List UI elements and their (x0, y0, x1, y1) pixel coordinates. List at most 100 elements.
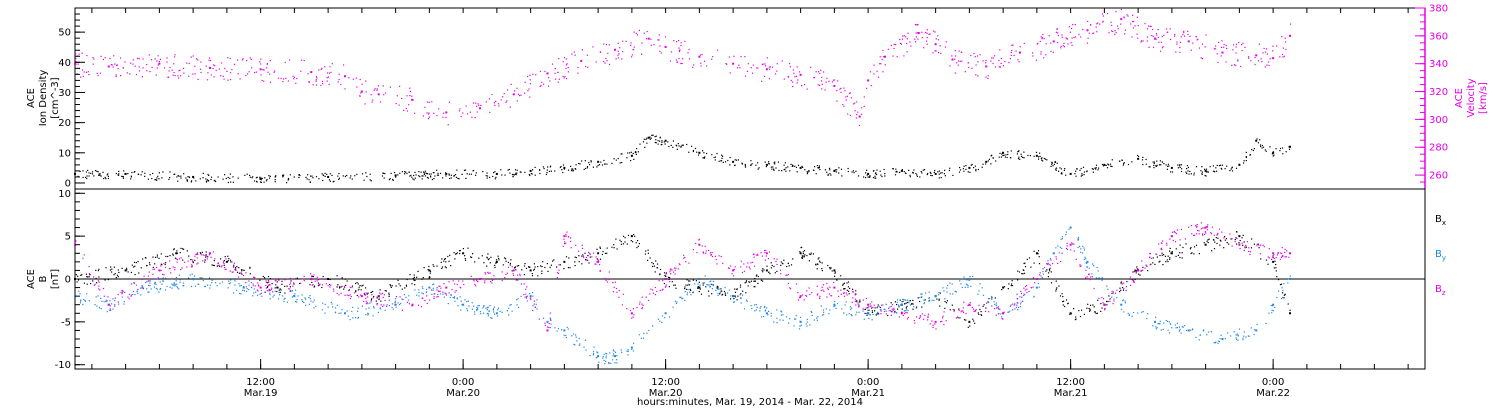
bx-dot (489, 262, 491, 264)
bx-dot (483, 262, 485, 264)
bz-dot (184, 261, 186, 263)
by-dot (605, 355, 607, 357)
bx-dot (299, 282, 301, 285)
by-dot (294, 293, 296, 295)
density-dot (931, 175, 933, 177)
bz-dot (157, 277, 159, 279)
by-dot (843, 312, 845, 314)
velocity-dot (220, 75, 222, 77)
bx-dot (1038, 256, 1040, 258)
density-dot (202, 172, 204, 174)
bz-dot (652, 289, 654, 291)
bz-dot (973, 310, 975, 312)
bx-dot (1250, 247, 1253, 249)
velocity-dot (587, 66, 589, 68)
velocity-dot (155, 74, 157, 76)
by-point (462, 303, 465, 306)
bx-dot (455, 253, 457, 255)
density-dot (256, 181, 258, 183)
velocity-dot (1148, 46, 1150, 48)
bx-dot (1136, 266, 1138, 268)
bz-dot (525, 288, 527, 290)
bz-dot (985, 302, 988, 304)
bz-dot (958, 309, 960, 311)
density-dot (253, 180, 256, 182)
bz-dot (231, 271, 233, 273)
by-dot (925, 292, 927, 294)
bz-dot (816, 285, 818, 287)
bz-dot (1211, 226, 1213, 228)
density-dot (338, 178, 340, 180)
velocity-dot (906, 51, 908, 53)
bz-dot (190, 266, 192, 268)
by-dot (123, 301, 125, 303)
bz-dot (1206, 229, 1208, 231)
by-dot (198, 283, 200, 285)
density-label-line3: [cm^-3] (50, 77, 61, 118)
by-dot (739, 294, 741, 296)
bx-dot (565, 256, 568, 258)
bx-dot (1087, 303, 1089, 305)
density-dot (381, 175, 384, 177)
bx-dot (414, 284, 416, 286)
bx-dot (766, 265, 768, 267)
density-dot (990, 163, 992, 165)
density-dot (1050, 165, 1052, 167)
bz-dot (650, 288, 652, 290)
bz-dot (511, 266, 513, 268)
by-point (1272, 303, 1275, 306)
bx-dot (1120, 281, 1123, 283)
by-dot (810, 310, 812, 313)
bz-dot (506, 272, 508, 274)
bx-dot (502, 264, 504, 266)
by-dot (414, 289, 416, 291)
bz-dot (1284, 248, 1286, 250)
velocity-dot (209, 57, 211, 59)
velocity-dot (750, 67, 752, 69)
density-dot (714, 159, 716, 161)
by-dot (425, 288, 428, 290)
bz-dot (303, 275, 305, 277)
bx-dot (871, 311, 873, 314)
bz-dot (688, 262, 690, 264)
velocity-dot (585, 65, 587, 68)
bz-dot (916, 316, 918, 318)
velocity-dot (195, 58, 198, 60)
bz-dot (1245, 244, 1247, 246)
by-dot (776, 322, 778, 324)
bz-dot (652, 292, 654, 294)
density-dot (884, 173, 886, 175)
by-dot (1176, 327, 1178, 329)
by-dot (988, 301, 990, 304)
by-dot (1097, 270, 1099, 272)
bz-dot (169, 267, 171, 270)
bx-dot (509, 264, 511, 266)
bx-dot (1242, 244, 1244, 246)
bx-dot (717, 286, 719, 288)
velocity-dot (1161, 36, 1163, 38)
by-dot (1271, 309, 1273, 311)
bz-dot (1256, 245, 1258, 247)
bx-dot (443, 260, 445, 262)
density-dot (1001, 153, 1003, 155)
velocity-dot (1282, 47, 1284, 49)
density-dot (817, 167, 819, 169)
bz-dot (820, 289, 822, 292)
bx-dot (1238, 242, 1240, 244)
velocity-dot (109, 57, 111, 60)
by-dot (648, 329, 650, 332)
density-dot (232, 181, 234, 183)
density-dot (735, 159, 738, 161)
bx-dot (894, 301, 896, 303)
bx-dot (266, 282, 268, 284)
density-dot (365, 172, 367, 174)
density-dot (1201, 171, 1203, 173)
bz-point (1035, 278, 1038, 280)
velocity-dot (478, 104, 480, 106)
bx-dot (978, 313, 980, 315)
bz-dot (962, 307, 964, 309)
velocity-dot (1254, 63, 1256, 66)
density-dot (750, 160, 752, 162)
by-dot (230, 279, 232, 281)
bx-dot (596, 248, 598, 250)
